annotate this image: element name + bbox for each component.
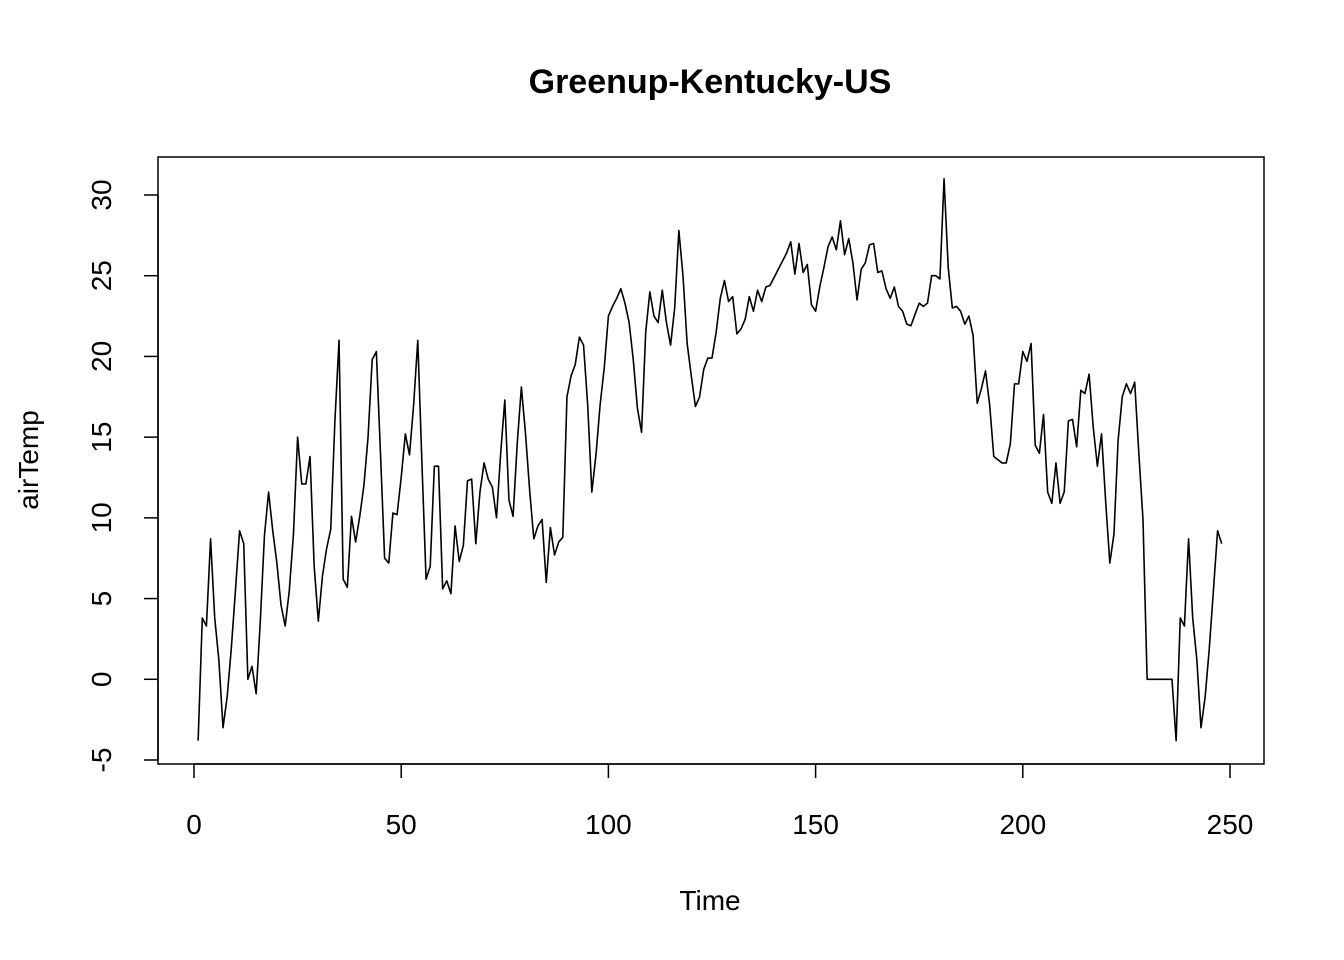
- y-axis-label: airTemp: [13, 410, 44, 510]
- y-axis: -5 0 5 10 15 20 25 30: [86, 179, 159, 773]
- x-tick-label: 100: [585, 809, 632, 840]
- x-tick-label: 150: [792, 809, 839, 840]
- data-points: [197, 178, 1223, 742]
- y-tick-label: 25: [86, 260, 117, 291]
- x-tick-label: 0: [186, 809, 202, 840]
- y-tick-label: 10: [86, 502, 117, 533]
- x-axis: 0 50 100 150 200 250: [186, 763, 1254, 840]
- x-axis-label: Time: [679, 885, 740, 916]
- x-tick-label: 50: [386, 809, 417, 840]
- y-tick-label: 20: [86, 341, 117, 372]
- y-tick-label: 0: [86, 671, 117, 687]
- x-tick-label: 200: [999, 809, 1046, 840]
- series-line-airtemp: [197, 178, 1223, 742]
- x-tick-label: 250: [1207, 809, 1254, 840]
- y-tick-label: -5: [86, 748, 117, 773]
- y-tick-label: 5: [86, 591, 117, 607]
- y-tick-label: 30: [86, 179, 117, 210]
- chart-title: Greenup-Kentucky-US: [529, 63, 892, 101]
- y-tick-label: 15: [86, 422, 117, 453]
